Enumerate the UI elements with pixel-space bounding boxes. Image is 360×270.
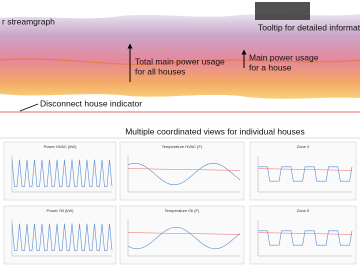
panel-title: Temperature HVAC (F) bbox=[162, 144, 203, 149]
panel bbox=[249, 205, 357, 265]
panel-title: Zone 4 bbox=[297, 144, 310, 149]
section-title: Multiple coordinated views for individua… bbox=[125, 126, 305, 136]
panel-line bbox=[257, 168, 353, 171]
annotation: Tooltip for detailed informatio bbox=[258, 22, 360, 32]
panel-line bbox=[11, 159, 113, 187]
annotation: for all houses bbox=[135, 66, 186, 76]
panel-title: Power Oil (kW) bbox=[47, 208, 75, 213]
panels: Power HVAC (kW) Temperature HVAC (F) Zone … bbox=[3, 141, 357, 265]
panel bbox=[249, 141, 357, 201]
panel-line bbox=[127, 163, 241, 185]
annotation: for a house bbox=[249, 62, 292, 72]
annotation: Main power usage bbox=[249, 52, 319, 62]
arrow bbox=[19, 103, 39, 112]
panel-line bbox=[257, 232, 353, 235]
panel-line bbox=[11, 223, 113, 251]
annotation: r streamgraph bbox=[2, 16, 55, 26]
panel-line bbox=[127, 168, 241, 171]
panel-line bbox=[258, 230, 353, 246]
panel bbox=[3, 205, 117, 265]
panel-title: Zone 5 bbox=[297, 208, 310, 213]
panel-title: Temperature Oil (F) bbox=[165, 208, 200, 213]
panel bbox=[119, 205, 245, 265]
panel-title: Power HVAC (kW) bbox=[44, 144, 77, 149]
panel-line bbox=[258, 166, 353, 182]
panel bbox=[3, 141, 117, 201]
streamgraph[interactable] bbox=[0, 14, 360, 99]
tooltip-box bbox=[255, 2, 310, 20]
panel-line bbox=[127, 226, 241, 250]
panel bbox=[119, 141, 245, 201]
panel-line bbox=[127, 232, 241, 235]
annotation: Total main power usage bbox=[135, 56, 225, 66]
annotation: Disconnect house indicator bbox=[40, 98, 142, 108]
house-line bbox=[0, 58, 360, 65]
